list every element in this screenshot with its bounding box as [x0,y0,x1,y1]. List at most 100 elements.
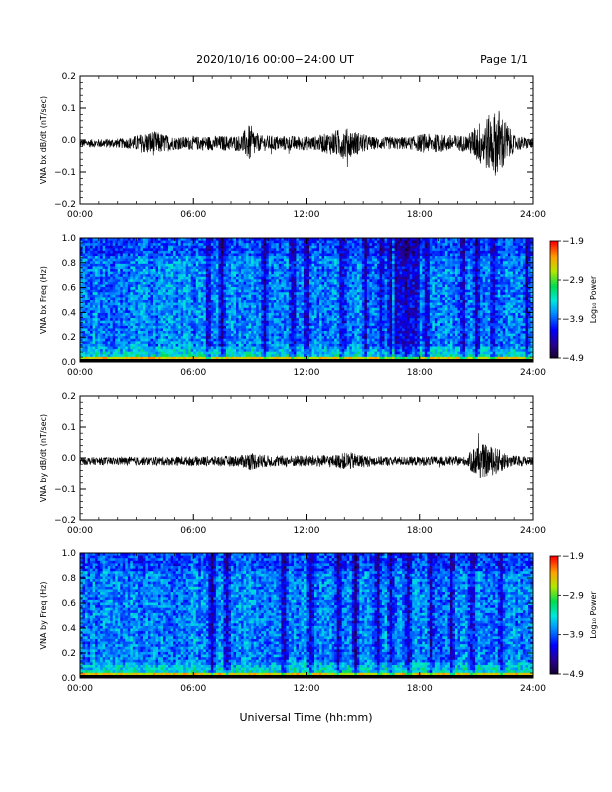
heatmap-cell [203,279,207,283]
heatmap-cell [155,307,159,311]
heatmap-cell [145,338,149,342]
heatmap-cell [198,323,202,327]
heatmap-cell [125,289,129,293]
heatmap-cell [95,331,99,334]
heatmap-cell [120,320,124,324]
heatmap-cell [163,266,166,270]
heatmap-cell [329,289,333,293]
y-tick-label: −0.1 [54,168,76,178]
heatmap-cell [311,336,315,340]
heatmap-cell [303,323,307,327]
heatmap-cell [102,328,106,332]
heatmap-cell [331,281,335,285]
heatmap-cell [183,315,187,319]
heatmap-cell [82,331,86,334]
heatmap-cell [160,307,164,311]
heatmap-cell [298,240,302,244]
bx-dbdt-panel: 00:00 06:00 12:00 18:00 24:000.20.10.0−0.1−0… [39,72,546,220]
heatmap-cell [324,300,328,303]
heatmap-cell [193,315,197,319]
heatmap-cell [140,238,144,241]
heatmap-cell [112,333,116,337]
heatmap-cell [263,294,267,298]
heatmap-cell [268,328,272,332]
heatmap-cell [263,297,267,301]
heatmap-cell [160,354,164,358]
heatmap-cell [231,284,234,288]
heatmap-cell [334,243,338,247]
heatmap-cell [288,284,292,288]
heatmap-cell [155,349,159,353]
heatmap-cell [132,279,136,283]
heatmap-cell [195,256,199,260]
heatmap-cell [203,240,207,244]
heatmap-cell [253,238,257,241]
heatmap-cell [107,240,111,244]
heatmap-cell [248,305,252,309]
heatmap-cell [266,300,270,303]
heatmap-cell [220,248,224,252]
heatmap-cell [195,274,199,278]
heatmap-cell [158,310,161,314]
heatmap-cell [140,248,144,252]
heatmap-cell [334,284,338,288]
heatmap-cell [97,323,101,327]
heatmap-cell [147,238,151,241]
heatmap-cell [142,328,146,332]
heatmap-cell [223,354,227,358]
heatmap-cell [127,343,131,347]
heatmap-cell [168,328,171,332]
heatmap-cell [180,287,184,291]
heatmap-cell [298,349,302,353]
heatmap-cell [112,300,116,303]
heatmap-cell [271,281,275,285]
heatmap-cell [140,328,144,332]
heatmap-cell [105,302,109,306]
heatmap-cell [329,258,333,262]
heatmap-cell [236,349,239,353]
heatmap-cell [213,287,217,291]
heatmap-cell [238,297,242,301]
heatmap-cell [137,333,141,337]
heatmap-cell [120,310,124,314]
heatmap-cell [301,245,305,249]
heatmap-cell [213,305,217,309]
heatmap-cell [273,300,277,303]
heatmap-cell [90,325,93,329]
heatmap-cell [102,263,106,267]
heatmap-cell [306,276,310,280]
heatmap-cell [122,336,126,340]
heatmap-cell [241,312,244,316]
heatmap-cell [334,297,338,301]
heatmap-cell [263,307,267,311]
heatmap-cell [92,258,96,262]
heatmap-cell [200,287,204,291]
heatmap-cell [100,325,104,329]
heatmap-cell [160,302,164,306]
heatmap-cell [170,320,174,324]
heatmap-cell [258,263,262,267]
heatmap-cell [241,300,244,303]
heatmap-cell [198,341,202,345]
heatmap-cell [183,240,187,244]
heatmap-cell [155,281,159,285]
heatmap-cell [112,354,116,358]
heatmap-cell [334,315,338,319]
heatmap-cell [137,266,141,270]
heatmap-cell [112,250,116,254]
heatmap-cell [231,323,234,327]
heatmap-cell [213,307,217,311]
heatmap-cell [286,281,290,285]
heatmap-cell [173,302,177,306]
heatmap-cell [165,279,169,283]
heatmap-cell [130,328,134,332]
heatmap-cell [321,323,325,327]
heatmap-cell [334,289,338,293]
heatmap-cell [309,336,312,340]
heatmap-cell [135,245,139,249]
heatmap-cell [155,323,159,327]
heatmap-cell [203,250,207,254]
heatmap-cell [271,325,275,329]
heatmap-cell [301,258,305,262]
heatmap-cell [142,284,146,288]
